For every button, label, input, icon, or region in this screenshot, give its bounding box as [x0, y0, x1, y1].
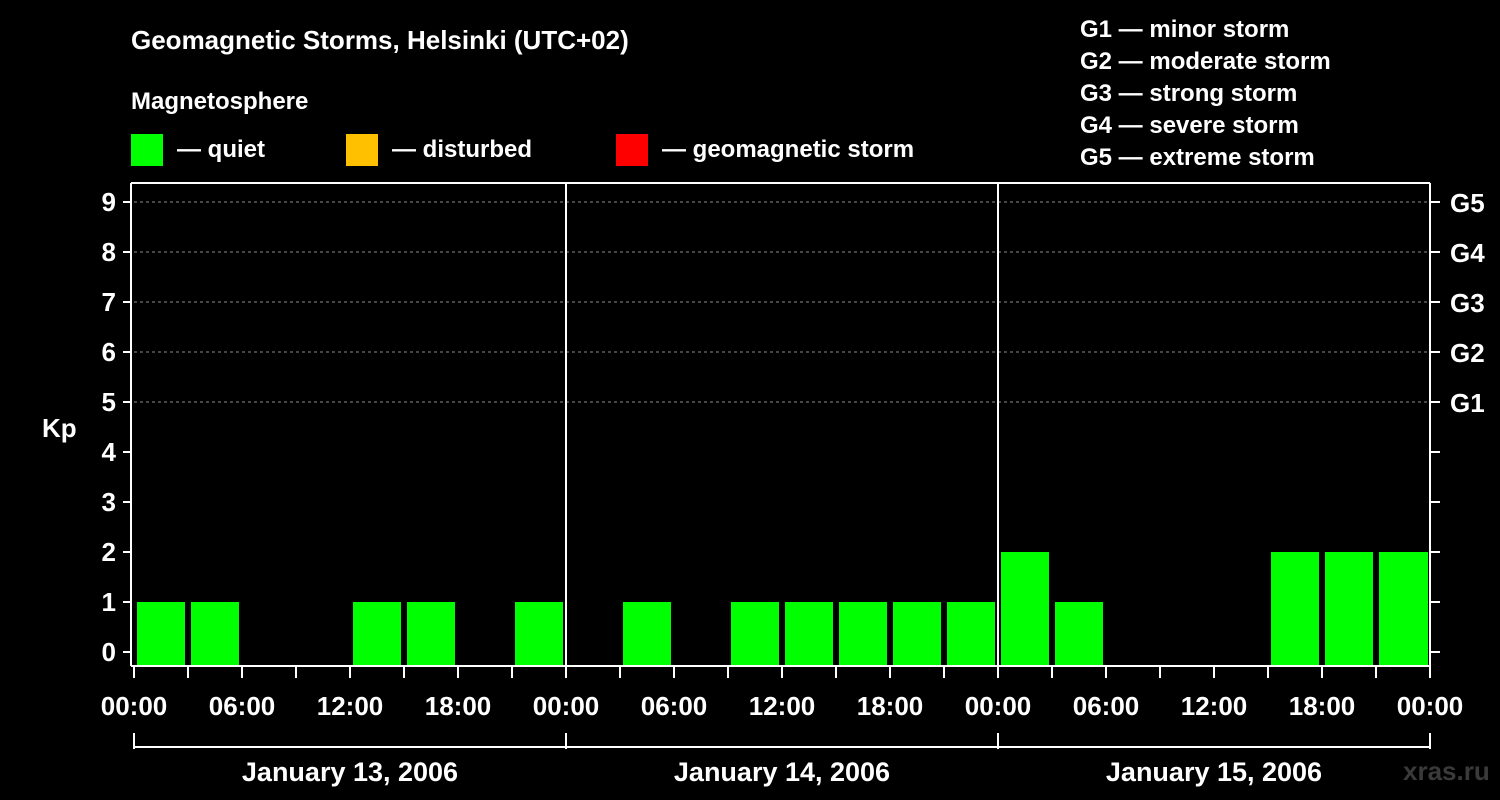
legend-label-1: — disturbed: [392, 136, 532, 163]
bar: [893, 602, 941, 666]
legend-swatch-0: [131, 134, 163, 166]
day-label: January 15, 2006: [1106, 757, 1322, 787]
day-labels: January 13, 2006 January 14, 2006 January …: [133, 733, 1431, 787]
legend-swatch-2: [616, 134, 648, 166]
bar: [407, 602, 455, 666]
bar: [839, 602, 887, 666]
bar: [1001, 552, 1049, 666]
bar: [1271, 552, 1319, 666]
y-axis-label: Kp: [42, 413, 77, 443]
bars: [137, 552, 1428, 666]
x-tick-label: 00:00: [1397, 691, 1464, 721]
y-tick-label: 7: [102, 287, 116, 317]
x-tick-label: 12:00: [749, 691, 816, 721]
watermark: xras.ru: [1403, 756, 1490, 786]
right-axis-ticks: G1 G2 G3 G4 G5: [1430, 188, 1485, 653]
x-tick-label: 18:00: [425, 691, 492, 721]
storm-scale-item-4: G5 — extreme storm: [1080, 144, 1315, 171]
storm-scale-item-0: G1 — minor storm: [1080, 16, 1289, 43]
bar: [191, 602, 239, 666]
bar: [731, 602, 779, 666]
storm-scale-item-1: G2 — moderate storm: [1080, 48, 1331, 75]
storm-scale-item-2: G3 — strong storm: [1080, 80, 1297, 107]
y-tick-label: 5: [102, 387, 116, 417]
y-tick-label: 8: [102, 237, 116, 267]
storm-level-label: G3: [1450, 288, 1485, 318]
x-tick-label: 06:00: [209, 691, 276, 721]
x-tick-label: 00:00: [533, 691, 600, 721]
y-tick-label: 2: [102, 537, 116, 567]
x-tick-label: 06:00: [1073, 691, 1140, 721]
x-tick-label: 00:00: [101, 691, 168, 721]
y-tick-label: 1: [102, 587, 116, 617]
x-tick-label: 18:00: [857, 691, 924, 721]
legend-heading: Magnetosphere: [131, 88, 308, 115]
legend-label-2: — geomagnetic storm: [662, 136, 914, 163]
y-tick-label: 9: [102, 187, 116, 217]
bar: [515, 602, 563, 666]
day-label: January 13, 2006: [242, 757, 458, 787]
x-tick-label: 12:00: [1181, 691, 1248, 721]
y-axis-ticks: 0 1 2 3 4 5 6 7 8 9: [102, 187, 131, 667]
storm-level-label: G4: [1450, 238, 1485, 268]
x-tick-label: 12:00: [317, 691, 384, 721]
y-tick-label: 6: [102, 337, 116, 367]
day-label: January 14, 2006: [674, 757, 890, 787]
x-tick-label: 18:00: [1289, 691, 1356, 721]
bar: [623, 602, 671, 666]
bar: [1325, 552, 1373, 666]
axes: [130, 182, 1431, 667]
storm-scale-item-3: G4 — severe storm: [1080, 112, 1299, 139]
x-axis-ticks: 00:00 06:00 12:00 18:00 00:00 06:00 12:00 18:00…: [101, 666, 1464, 721]
bar: [947, 602, 995, 666]
storm-level-label: G2: [1450, 338, 1485, 368]
storm-scale-legend: G1 — minor storm G2 — moderate storm G3 — …: [1080, 16, 1331, 171]
x-tick-label: 00:00: [965, 691, 1032, 721]
y-tick-label: 3: [102, 487, 116, 517]
grid-lines: [134, 201, 1430, 403]
legend: — quiet — disturbed — geomagnetic storm: [131, 134, 914, 166]
bar: [1055, 602, 1103, 666]
chart-title: Geomagnetic Storms, Helsinki (UTC+02): [131, 25, 629, 55]
storm-level-label: G1: [1450, 388, 1485, 418]
storm-level-label: G5: [1450, 188, 1485, 218]
day-dividers: [565, 183, 999, 666]
bar: [785, 602, 833, 666]
legend-label-0: — quiet: [177, 136, 265, 163]
legend-swatch-1: [346, 134, 378, 166]
bar: [1379, 552, 1428, 666]
y-tick-label: 0: [102, 637, 116, 667]
bar: [137, 602, 185, 666]
x-tick-label: 06:00: [641, 691, 708, 721]
bar: [353, 602, 401, 666]
y-tick-label: 4: [102, 437, 117, 467]
